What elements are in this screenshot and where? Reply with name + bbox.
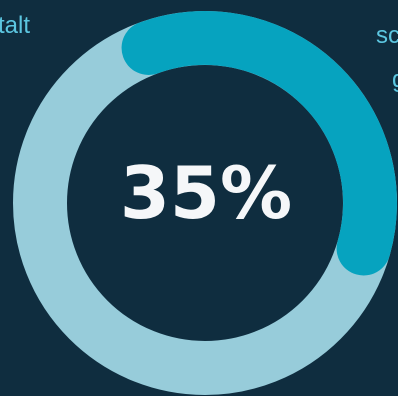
partial-text-left-top: talt	[0, 12, 31, 39]
donut-progress-arc	[121, 11, 397, 276]
partial-text-right-second: g	[392, 68, 398, 92]
percentage-label: 35%	[120, 151, 292, 235]
partial-text-right-top: sc	[376, 22, 398, 49]
